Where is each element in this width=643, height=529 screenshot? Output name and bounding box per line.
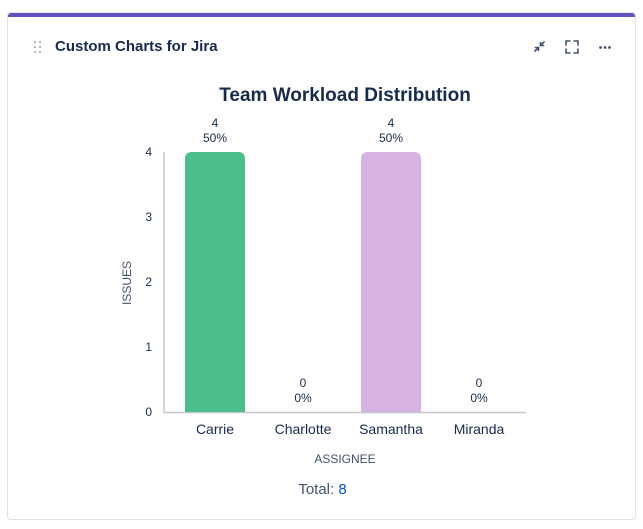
bar (361, 152, 421, 412)
bar-percent-label: 50% (379, 131, 403, 145)
total-count: Total: 8 (8, 481, 635, 498)
minimize-icon (534, 41, 545, 52)
bar (185, 152, 245, 412)
widget-accent-bar (8, 13, 635, 17)
bar-value-label: 0 (476, 376, 483, 390)
more-options-button[interactable] (595, 37, 615, 57)
y-tick-label: 1 (145, 340, 152, 354)
x-tick-label: Miranda (454, 421, 505, 437)
y-tick-label: 3 (145, 210, 152, 224)
y-tick-label: 2 (145, 275, 152, 289)
more-options-icon (599, 46, 611, 49)
y-tick-label: 0 (145, 405, 152, 419)
bar-value-label: 0 (300, 376, 307, 390)
bar-percent-label: 0% (294, 391, 312, 405)
y-axis-label: ISSUES (120, 261, 134, 305)
bar-percent-label: 50% (203, 131, 227, 145)
bar-percent-label: 0% (470, 391, 488, 405)
chart-title: Team Workload Distribution (219, 85, 471, 106)
fullscreen-icon (565, 40, 579, 54)
x-tick-label: Samantha (359, 421, 423, 437)
bar-chart: Team Workload Distribution 0 1 2 3 4 ISSUES ASS… (120, 85, 526, 466)
widget-header: Custom Charts for Jira (8, 17, 635, 69)
bar-value-label: 4 (212, 116, 219, 130)
fullscreen-button[interactable] (562, 37, 582, 57)
total-value: 8 (338, 481, 347, 498)
y-tick-label: 4 (145, 145, 152, 159)
minimize-button[interactable] (530, 37, 550, 57)
drag-handle-icon[interactable] (34, 41, 42, 55)
bar-value-label: 4 (388, 116, 395, 130)
total-label: Total: (298, 481, 335, 498)
x-tick-label: Carrie (196, 421, 234, 437)
chart-widget: Custom Charts for Jira (7, 12, 636, 520)
widget-title: Custom Charts for Jira (55, 38, 218, 55)
x-axis-label: ASSIGNEE (314, 452, 375, 466)
x-tick-label: Charlotte (275, 421, 332, 437)
